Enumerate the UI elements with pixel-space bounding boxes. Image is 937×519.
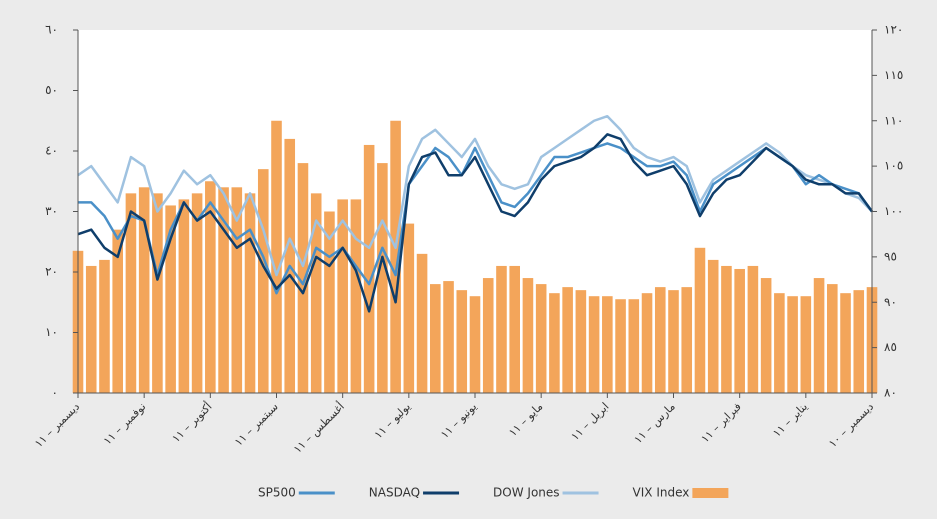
bar <box>138 187 150 393</box>
bar <box>112 229 123 393</box>
y2-tick-label: ١١٠ <box>884 113 903 127</box>
line <box>77 133 874 313</box>
bar <box>760 278 772 393</box>
bar <box>85 265 97 393</box>
bar <box>509 265 520 393</box>
y2-tick-label: ١٢٠ <box>884 23 903 37</box>
x-tick-label: سبتمبر – ١١ <box>232 400 281 449</box>
bar <box>549 293 560 393</box>
bar <box>721 265 732 393</box>
x-tick-label: يوليو – ١١ <box>372 400 413 441</box>
bar <box>522 278 534 393</box>
bar <box>482 278 494 393</box>
bar <box>456 290 468 393</box>
bar <box>734 268 745 393</box>
bar <box>562 287 573 393</box>
bar <box>827 284 838 393</box>
x-tick-label: ديسمبر – ١٠ <box>826 400 876 450</box>
x-tick-label: فبراير – ١١ <box>699 400 744 445</box>
bar <box>747 265 759 393</box>
x-tick-label: أكتوبر – ١١ <box>169 399 215 445</box>
legend-label: NASDAQ <box>369 486 420 500</box>
bar <box>165 205 176 393</box>
x-tick-label: يونيو – ١١ <box>438 400 479 441</box>
bar <box>641 293 653 393</box>
bar <box>324 211 335 393</box>
bar <box>99 259 110 393</box>
bar <box>377 163 388 393</box>
x-tick-label: ديسمبر – ١١ <box>32 400 82 450</box>
bar <box>350 199 362 393</box>
bar <box>535 284 547 393</box>
line <box>77 114 873 277</box>
x-tick-label: مايو – ١١ <box>506 400 545 439</box>
x-tick-label: أغسطس – ١١ <box>290 399 347 456</box>
bar <box>125 193 137 393</box>
bar <box>152 193 163 393</box>
bar <box>654 287 666 393</box>
bar <box>257 169 269 393</box>
x-tick-label: ابريل – ١١ <box>569 400 612 443</box>
y2-tick-label: ١٠٠ <box>884 204 903 218</box>
bar <box>363 144 375 393</box>
legend-label: VIX Index <box>633 486 690 500</box>
bar <box>800 296 812 393</box>
bar <box>297 163 309 393</box>
bar <box>681 287 693 393</box>
bar <box>218 187 229 393</box>
bar <box>496 265 507 393</box>
bar <box>628 299 640 393</box>
bar <box>191 193 203 393</box>
bar <box>813 278 825 393</box>
bar <box>840 293 851 393</box>
y-tick-label: ٥٠ <box>45 83 58 97</box>
legend-label: SP500 <box>258 486 296 500</box>
y-tick-label: ٤٠ <box>45 144 58 158</box>
x-tick-label: نوفمبر – ١١ <box>101 400 148 447</box>
bar <box>787 296 798 393</box>
y-tick-label: ٣٠ <box>45 204 58 218</box>
bar <box>469 296 481 393</box>
bar <box>205 181 216 393</box>
bar <box>707 259 719 393</box>
legend-label: DOW Jones <box>493 486 560 500</box>
bar <box>310 193 322 393</box>
legend-swatch <box>692 488 729 498</box>
bar <box>443 281 454 393</box>
bar <box>694 247 706 393</box>
bar <box>602 296 613 393</box>
y2-tick-label: ٩٥ <box>884 249 897 263</box>
bar <box>271 120 282 393</box>
bar <box>588 296 600 393</box>
y2-tick-label: ٨٥ <box>884 340 897 354</box>
y2-tick-label: ٨٠ <box>884 386 897 400</box>
line <box>78 142 874 295</box>
x-tick-label: يناير – ١١ <box>770 400 810 440</box>
bar <box>615 299 626 393</box>
bar <box>390 120 401 393</box>
bar <box>231 187 243 393</box>
y-tick-label: ٠ <box>52 386 58 400</box>
y-tick-label: ٢٠ <box>45 265 58 279</box>
x-tick-label: مارس – ١١ <box>632 400 678 446</box>
bar <box>178 199 190 393</box>
y2-tick-label: ٩٠ <box>884 295 897 309</box>
bar <box>403 223 415 393</box>
bar <box>416 253 428 393</box>
bar <box>430 284 441 393</box>
y-tick-label: ٦٠ <box>45 23 58 37</box>
bar <box>668 290 679 393</box>
bar <box>337 199 348 393</box>
bar <box>774 293 785 393</box>
bar <box>244 193 256 393</box>
bar <box>575 290 587 393</box>
bar <box>853 290 865 393</box>
y2-tick-label: ١٠٥ <box>884 159 903 173</box>
y2-tick-label: ١١٥ <box>884 68 903 82</box>
y-tick-label: ١٠ <box>45 325 58 339</box>
